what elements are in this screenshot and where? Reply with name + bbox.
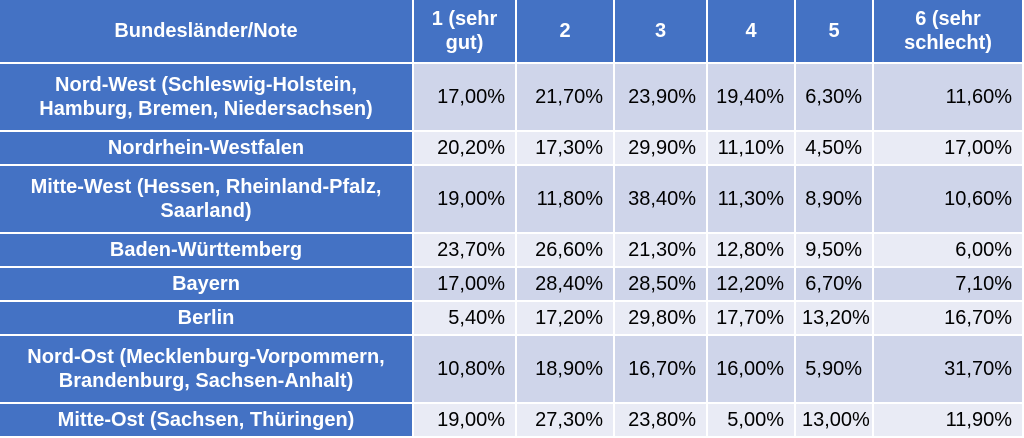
header-cell: 1 (sehr gut): [414, 0, 517, 64]
table-row: Mitte-Ost (Sachsen, Thüringen) 19,00% 27…: [0, 404, 1024, 438]
value-cell: 19,00%: [414, 404, 517, 438]
value-cell: 19,40%: [708, 64, 796, 132]
row-label: Bayern: [0, 268, 414, 302]
value-cell: 16,70%: [615, 336, 708, 404]
value-cell: 5,00%: [708, 404, 796, 438]
value-cell: 29,90%: [615, 132, 708, 166]
value-cell: 8,90%: [796, 166, 874, 234]
value-cell: 10,80%: [414, 336, 517, 404]
value-cell: 20,20%: [414, 132, 517, 166]
row-label: Nord-West (Schleswig-Holstein, Hamburg, …: [0, 64, 414, 132]
row-label: Baden-Württemberg: [0, 234, 414, 268]
value-cell: 23,80%: [615, 404, 708, 438]
value-cell: 23,90%: [615, 64, 708, 132]
value-cell: 17,00%: [414, 64, 517, 132]
value-cell: 11,90%: [874, 404, 1024, 438]
value-cell: 5,90%: [796, 336, 874, 404]
value-cell: 17,70%: [708, 302, 796, 336]
value-cell: 11,80%: [517, 166, 615, 234]
value-cell: 6,30%: [796, 64, 874, 132]
value-cell: 12,80%: [708, 234, 796, 268]
value-cell: 28,50%: [615, 268, 708, 302]
value-cell: 27,30%: [517, 404, 615, 438]
header-cell: 5: [796, 0, 874, 64]
value-cell: 29,80%: [615, 302, 708, 336]
value-cell: 38,40%: [615, 166, 708, 234]
table-row: Nordrhein-Westfalen 20,20% 17,30% 29,90%…: [0, 132, 1024, 166]
value-cell: 10,60%: [874, 166, 1024, 234]
table-row: Berlin 5,40% 17,20% 29,80% 17,70% 13,20%…: [0, 302, 1024, 336]
value-cell: 9,50%: [796, 234, 874, 268]
value-cell: 16,00%: [708, 336, 796, 404]
header-cell: 6 (sehr schlecht): [874, 0, 1024, 64]
value-cell: 23,70%: [414, 234, 517, 268]
value-cell: 6,70%: [796, 268, 874, 302]
table-row: Baden-Württemberg 23,70% 26,60% 21,30% 1…: [0, 234, 1024, 268]
value-cell: 28,40%: [517, 268, 615, 302]
value-cell: 19,00%: [414, 166, 517, 234]
row-label: Nordrhein-Westfalen: [0, 132, 414, 166]
value-cell: 4,50%: [796, 132, 874, 166]
row-label: Mitte-West (Hessen, Rheinland-Pfalz, Saa…: [0, 166, 414, 234]
row-label: Berlin: [0, 302, 414, 336]
value-cell: 5,40%: [414, 302, 517, 336]
value-cell: 13,00%: [796, 404, 874, 438]
value-cell: 6,00%: [874, 234, 1024, 268]
header-cell: Bundesländer/Note: [0, 0, 414, 64]
value-cell: 18,90%: [517, 336, 615, 404]
table-row: Nord-West (Schleswig-Holstein, Hamburg, …: [0, 64, 1024, 132]
value-cell: 7,10%: [874, 268, 1024, 302]
value-cell: 17,20%: [517, 302, 615, 336]
table-row: Bayern 17,00% 28,40% 28,50% 12,20% 6,70%…: [0, 268, 1024, 302]
header-row: Bundesländer/Note 1 (sehr gut) 2 3 4 5 6…: [0, 0, 1024, 64]
value-cell: 31,70%: [874, 336, 1024, 404]
value-cell: 11,60%: [874, 64, 1024, 132]
header-cell: 4: [708, 0, 796, 64]
value-cell: 11,30%: [708, 166, 796, 234]
row-label: Nord-Ost (Mecklenburg-Vorpommern, Brande…: [0, 336, 414, 404]
header-cell: 2: [517, 0, 615, 64]
value-cell: 21,30%: [615, 234, 708, 268]
value-cell: 26,60%: [517, 234, 615, 268]
table-row: Mitte-West (Hessen, Rheinland-Pfalz, Saa…: [0, 166, 1024, 234]
value-cell: 17,30%: [517, 132, 615, 166]
value-cell: 16,70%: [874, 302, 1024, 336]
value-cell: 17,00%: [414, 268, 517, 302]
value-cell: 11,10%: [708, 132, 796, 166]
value-cell: 12,20%: [708, 268, 796, 302]
header-cell: 3: [615, 0, 708, 64]
value-cell: 21,70%: [517, 64, 615, 132]
value-cell: 13,20%: [796, 302, 874, 336]
row-label: Mitte-Ost (Sachsen, Thüringen): [0, 404, 414, 438]
value-cell: 17,00%: [874, 132, 1024, 166]
table-row: Nord-Ost (Mecklenburg-Vorpommern, Brande…: [0, 336, 1024, 404]
